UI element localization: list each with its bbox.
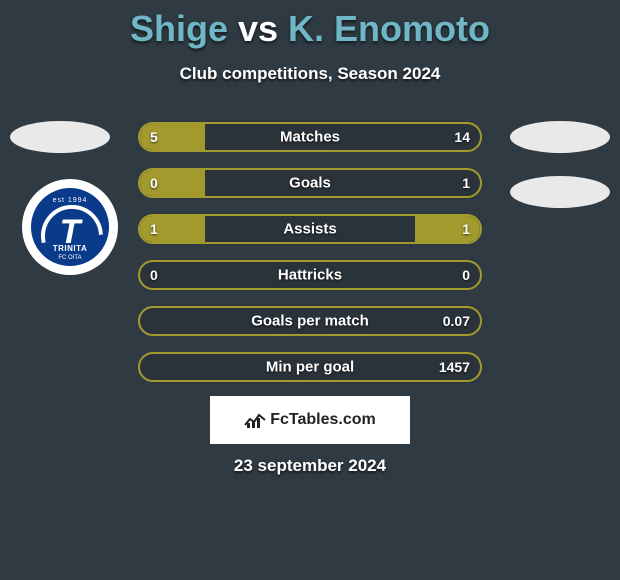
- badge-name: TRINITA: [53, 244, 87, 253]
- stat-label: Matches: [140, 129, 480, 146]
- stat-label: Goals per match: [140, 313, 480, 330]
- stat-value-right: 0: [462, 267, 470, 283]
- badge-fc: FC OITA: [58, 255, 81, 261]
- stat-value-right: 1: [462, 221, 470, 237]
- stat-row: Hattricks0 0: [138, 260, 482, 290]
- stat-row: Goals per match0.07: [138, 306, 482, 336]
- brand-box: FcTables.com: [210, 396, 410, 444]
- stat-label: Min per goal: [140, 359, 480, 376]
- badge-est: est 1994: [53, 197, 88, 204]
- player1-name: Shige: [130, 8, 228, 49]
- stat-value-left: 1: [150, 221, 158, 237]
- player2-club-placeholder: [510, 176, 610, 208]
- date-text: 23 september 2024: [0, 456, 620, 476]
- stat-row: Assists1 1: [138, 214, 482, 244]
- player2-photo-placeholder: [510, 121, 610, 153]
- stat-value-right: 14: [454, 129, 470, 145]
- stat-bars: Matches514Goals01Assists11Hattricks00Goa…: [138, 122, 482, 398]
- stat-row: Min per goal1457: [138, 352, 482, 382]
- stat-value-right: 1: [462, 175, 470, 191]
- brand-text: FcTables.com: [270, 411, 376, 429]
- brand-chart-icon: [244, 411, 266, 429]
- stat-row: Matches5 14: [138, 122, 482, 152]
- player2-name: K. Enomoto: [288, 8, 490, 49]
- player1-club-badge: est 1994 T TRINITA FC OITA: [22, 179, 118, 275]
- stat-value-left: 5: [150, 129, 158, 145]
- stat-row: Goals0 1: [138, 168, 482, 198]
- player1-photo-placeholder: [10, 121, 110, 153]
- stat-value-left: 0: [150, 267, 158, 283]
- stat-label: Goals: [140, 175, 480, 192]
- stat-label: Hattricks: [140, 267, 480, 284]
- subtitle: Club competitions, Season 2024: [0, 64, 620, 84]
- stat-label: Assists: [140, 221, 480, 238]
- stat-value-left: 0: [150, 175, 158, 191]
- stat-value-right: 0.07: [443, 313, 470, 329]
- vs-text: vs: [238, 8, 278, 49]
- stat-value-right: 1457: [439, 359, 470, 375]
- comparison-title: Shige vs K. Enomoto: [0, 0, 620, 50]
